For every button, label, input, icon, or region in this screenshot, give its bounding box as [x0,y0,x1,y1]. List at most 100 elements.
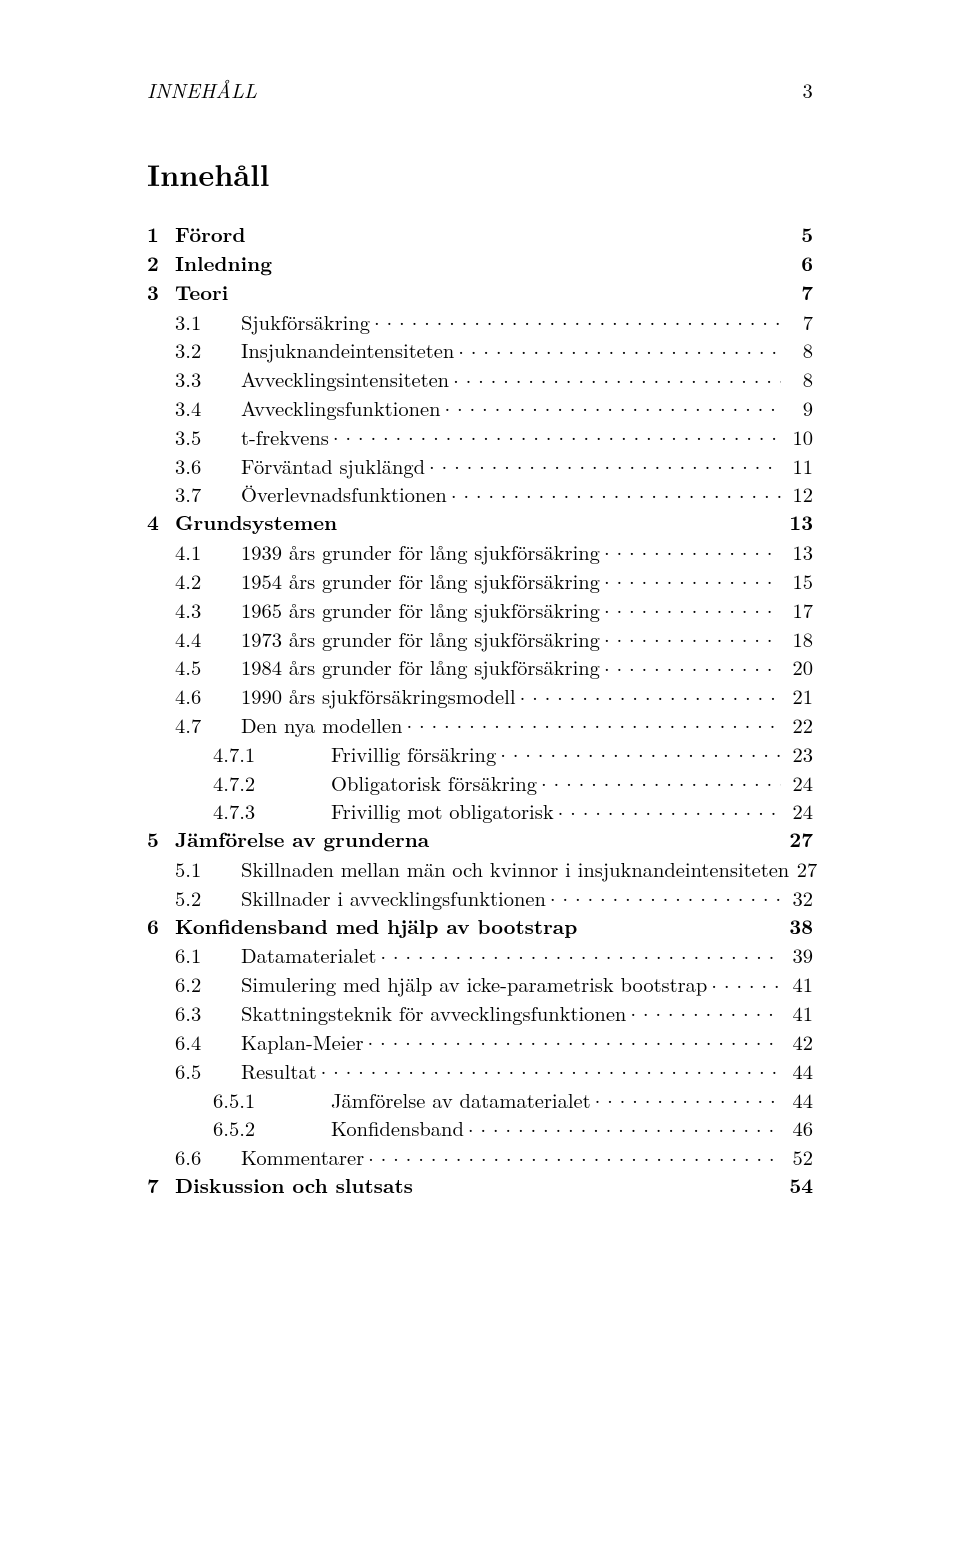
toc-entry-number: 4.3 [147,597,241,623]
toc-entry-number: 4.7.2 [147,770,331,796]
toc-entry-page: 18 [785,626,813,652]
toc-entry-number: 6 [147,914,175,940]
toc-leader-dots [500,741,781,762]
toc-entry-label: 1990 års sjukförsäkringsmodell [241,683,516,709]
toc-entry-number: 4.5 [147,654,241,680]
toc-entry-label: 1973 års grunder för lång sjukförsäkring [241,626,600,652]
toc-entry-label: Jämförelse av datamaterialet [331,1087,591,1113]
toc-entry-page: 12 [785,481,813,507]
toc-entry: 3.1Sjukförsäkring7 [147,309,813,335]
toc-entry-page: 13 [785,510,813,536]
toc-entry-label: 1984 års grunder för lång sjukförsäkring [241,654,600,680]
table-of-contents: 1Förord5 2Inledning6 3Teori 7 3.1Sjukförsäkr… [147,222,813,1198]
toc-entry-page: 15 [785,568,813,594]
toc-entry-number: 4.1 [147,539,241,565]
toc-entry: 6.3Skattningsteknik för avvecklingsfunkt… [147,1000,813,1026]
toc-leader-dots [380,943,781,964]
toc-leader-dots [374,309,781,330]
toc-entry: 4.7.1Frivillig försäkring23 [147,741,813,767]
toc-entry: 7Diskussion och slutsats54 [147,1173,813,1199]
toc-entry-label: Konfidensband med hjälp av bootstrap [175,914,577,940]
toc-entry-page: 22 [785,712,813,738]
toc-leader-dots [458,338,781,359]
page: INNEHÅLL 3 Innehåll 1Förord5 2Inledning6 3… [0,0,960,1557]
toc-entry-label: Avvecklingsintensiteten [241,366,449,392]
toc-entry-label: Jämförelse av grunderna [175,827,429,853]
toc-entry: 4.41973 års grunder för lång sjukförsäkr… [147,626,813,652]
running-head-left: INNEHÅLL [147,77,257,103]
toc-entry: 5.1Skillnaden mellan män och kvinnor i i… [147,856,813,882]
toc-entry-page: 7 [785,280,813,306]
toc-entry-label: Datamaterialet [241,942,376,968]
toc-entry-page: 46 [785,1115,813,1141]
toc-entry: 6.1Datamaterialet39 [147,942,813,968]
toc-entry-page: 24 [785,770,813,796]
toc-title: Innehåll [147,155,813,193]
toc-entry-label: Insjuknandeintensiteten [241,337,454,363]
toc-entry: 6.5.1Jämförelse av datamaterialet44 [147,1087,813,1113]
toc-entry-number: 6.4 [147,1029,241,1055]
toc-entry-number: 4.7.3 [147,798,331,824]
toc-entry: 4.7.3Frivillig mot obligatorisk24 [147,798,813,824]
toc-entry-number: 3.6 [147,453,241,479]
toc-leader-dots [604,540,781,561]
toc-leader-dots [550,885,781,906]
toc-leader-dots [604,655,781,676]
toc-entry-label: Kommentarer [241,1144,364,1170]
toc-entry-page: 44 [785,1058,813,1084]
toc-entry: 1Förord5 [147,222,813,248]
toc-entry-number: 4 [147,510,175,536]
toc-entry-label: 1954 års grunder för lång sjukförsäkring [241,568,600,594]
toc-entry-label: Kaplan-Meier [241,1029,364,1055]
toc-entry-label: Skattningsteknik för avvecklingsfunktion… [241,1000,626,1026]
running-head: INNEHÅLL 3 [147,77,813,103]
toc-entry: 4.7Den nya modellen22 [147,712,813,738]
toc-leader-dots [520,684,781,705]
toc-entry: 6.2Simulering med hjälp av icke-parametr… [147,971,813,997]
toc-entry-page: 41 [785,1000,813,1026]
toc-entry-label: Frivillig försäkring [331,741,496,767]
toc-entry-number: 3.3 [147,366,241,392]
toc-entry-page: 27 [785,827,813,853]
toc-leader-dots [595,1087,781,1108]
toc-entry-page: 32 [785,885,813,911]
toc-entry-label: Sjukförsäkring [241,309,370,335]
toc-entry: 5Jämförelse av grunderna27 [147,827,813,853]
toc-entry-number: 6.3 [147,1000,241,1026]
toc-leader-dots [368,1145,781,1166]
toc-entry-label: Resultat [241,1058,317,1084]
toc-entry-page: 8 [785,337,813,363]
toc-entry-label: Grundsystemen [175,510,337,536]
toc-entry-label: Obligatorisk försäkring [331,770,537,796]
toc-entry: 5.2Skillnader i avvecklingsfunktionen32 [147,885,813,911]
toc-entry-number: 3.1 [147,309,241,335]
toc-entry-number: 4.7 [147,712,241,738]
toc-leader-dots [711,972,781,993]
toc-entry-label: 1939 års grunder för lång sjukförsäkring [241,539,600,565]
toc-entry-number: 6.6 [147,1144,241,1170]
toc-entry-number: 3.4 [147,395,241,421]
toc-entry: 3.5t-frekvens10 [147,424,813,450]
toc-entry-page: 9 [785,395,813,421]
toc-entry-page: 54 [785,1173,813,1199]
toc-entry: 6Konfidensband med hjälp av bootstrap38 [147,914,813,940]
running-head-page-number: 3 [803,77,813,103]
toc-entry-page: 23 [785,741,813,767]
toc-entry-number: 6.5 [147,1058,241,1084]
toc-leader-dots [558,799,781,820]
toc-entry-number: 6.2 [147,971,241,997]
toc-leader-dots [368,1029,781,1050]
toc-entry-number: 7 [147,1173,175,1199]
toc-entry: 6.4Kaplan-Meier42 [147,1029,813,1055]
toc-entry: 4.51984 års grunder för lång sjukförsäkr… [147,654,813,680]
toc-entry-number: 3 [147,280,175,306]
toc-entry: 4.31965 års grunder för lång sjukförsäkr… [147,597,813,623]
toc-entry-number: 6.1 [147,942,241,968]
toc-entry-number: 5.1 [147,856,241,882]
toc-entry: 4.61990 års sjukförsäkringsmodell21 [147,683,813,709]
toc-leader-dots [453,367,781,388]
toc-entry-label: Teori [175,280,228,306]
toc-leader-dots [333,424,781,445]
toc-entry-page: 24 [785,798,813,824]
toc-entry: 2Inledning6 [147,251,813,277]
